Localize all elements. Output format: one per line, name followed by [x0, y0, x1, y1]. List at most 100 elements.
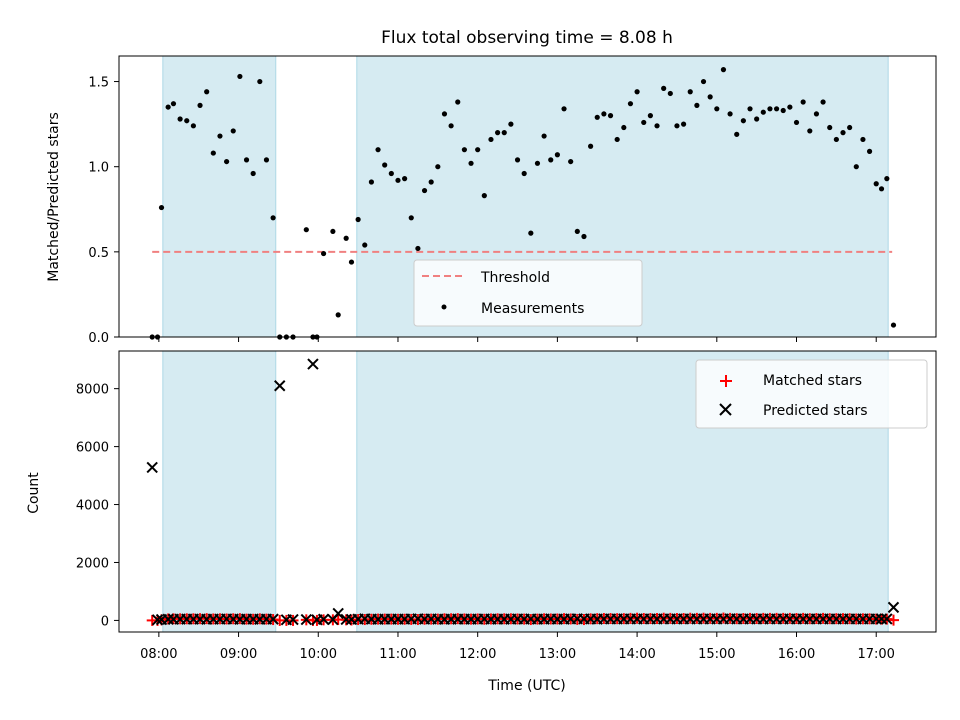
- measurement-point: [320, 250, 327, 257]
- x-tick-label: 14:00: [618, 647, 655, 662]
- legend-predicted-label: Predicted stars: [763, 403, 868, 419]
- measurement-point: [561, 106, 567, 112]
- x-tick-label: 10:00: [300, 647, 337, 662]
- measurement-point: [847, 124, 853, 131]
- measurement-points: [149, 67, 897, 340]
- measurement-point: [224, 158, 230, 165]
- measurement-point: [382, 162, 388, 168]
- measurement-point: [780, 107, 786, 114]
- chart-title: Flux total observing time = 8.08 h: [381, 28, 673, 48]
- predicted-star-point: [317, 613, 330, 625]
- measurement-point: [574, 228, 580, 235]
- predicted-star-point: [332, 607, 344, 620]
- legend-predicted-swatch: [719, 403, 732, 416]
- measurement-point: [421, 187, 428, 194]
- measurement-point: [727, 111, 733, 117]
- shaded-period-0: [162, 350, 277, 633]
- bottom-x-ticks: 08:00 09:00 10:00 11:00 12:00 13:00 14:00 15:00…: [140, 632, 895, 662]
- measurement-point: [890, 322, 897, 328]
- measurement-point: [800, 99, 806, 105]
- measurement-point: [747, 106, 753, 112]
- y-tick-label: 0.5: [88, 246, 109, 261]
- x-tick-label: 09:00: [220, 647, 257, 662]
- measurement-point: [415, 245, 421, 252]
- top-axes-frame: [118, 55, 937, 338]
- measurement-point: [813, 111, 820, 117]
- measurement-point: [330, 228, 336, 235]
- measurement-point: [548, 157, 554, 163]
- top-y-ticks: 0.0 0.5 1.0 1.5: [88, 76, 119, 346]
- measurement-point: [210, 150, 216, 156]
- measurement-point: [581, 233, 587, 240]
- measurement-point: [355, 216, 361, 223]
- measurement-point: [820, 99, 826, 105]
- measurement-point: [554, 152, 560, 158]
- measurement-point: [435, 164, 441, 170]
- predicted-star-point: [267, 613, 279, 625]
- measurement-point: [468, 160, 474, 166]
- measurement-point: [720, 67, 727, 73]
- measurement-point: [884, 176, 890, 182]
- measurement-point: [873, 181, 879, 187]
- measurement-point: [754, 116, 760, 122]
- measurement-point: [204, 89, 210, 95]
- legend-matched-label: Matched stars: [763, 373, 862, 389]
- measurement-point: [455, 99, 461, 105]
- measurement-point: [793, 119, 800, 126]
- x-tick-label: 13:00: [539, 647, 576, 662]
- y-tick-label: 0.0: [88, 331, 109, 346]
- measurement-point: [734, 131, 740, 137]
- measurement-point: [866, 148, 873, 154]
- measurement-point: [408, 215, 414, 221]
- bottom-panel: 0 2000 4000 6000 8000 08:00 09:00 10:00 11:00 12…: [26, 350, 937, 694]
- predicted-star-point: [887, 601, 900, 614]
- predicted-star-point: [146, 461, 158, 474]
- x-tick-label: 15:00: [698, 647, 735, 662]
- measurement-point: [594, 114, 600, 120]
- measurement-point: [840, 130, 846, 136]
- measurement-point: [674, 123, 680, 129]
- measurement-point: [654, 123, 660, 129]
- measurement-point: [680, 121, 687, 127]
- x-tick-label: 08:00: [140, 647, 177, 662]
- legend-measurements-swatch: [441, 304, 447, 310]
- measurement-point: [368, 179, 375, 185]
- top-legend-box: [413, 259, 643, 327]
- measurement-point: [521, 170, 527, 177]
- measurement-point: [488, 136, 494, 143]
- x-tick-label: 17:00: [857, 647, 894, 662]
- measurement-point: [827, 124, 833, 131]
- top-panel: 0.0 0.5 1.0 1.5 Matched/Predicted stars Thr…: [46, 55, 937, 346]
- measurement-point: [428, 179, 434, 185]
- measurement-point: [601, 111, 607, 117]
- measurement-point: [388, 170, 394, 177]
- x-tick-label: 12:00: [459, 647, 496, 662]
- x-tick-label: 11:00: [379, 647, 416, 662]
- measurement-point: [853, 164, 859, 170]
- x-tick-label: 16:00: [778, 647, 815, 662]
- measurement-point: [807, 128, 813, 134]
- measurement-point: [508, 121, 514, 127]
- measurement-point: [541, 133, 547, 139]
- shaded-period-0: [162, 55, 277, 338]
- bottom-legend: Matched stars Predicted stars: [695, 359, 928, 429]
- measurement-point: [621, 124, 627, 131]
- measurement-point: [700, 78, 707, 85]
- measurement-point: [190, 123, 196, 129]
- measurement-point: [197, 102, 203, 108]
- measurement-point: [158, 204, 165, 211]
- measurement-point: [481, 193, 487, 199]
- measurement-point: [217, 133, 223, 139]
- predicted-star-point: [274, 380, 286, 392]
- measurement-point: [714, 106, 720, 112]
- measurement-point: [343, 235, 349, 241]
- matched-star-point: [887, 614, 899, 626]
- measurement-point: [607, 113, 614, 119]
- y-tick-label: 2000: [76, 556, 109, 571]
- measurement-point: [177, 116, 183, 122]
- measurement-point: [767, 106, 773, 112]
- measurement-point: [184, 118, 190, 124]
- bottom-y-ticks: 0 2000 4000 6000 8000: [76, 383, 119, 629]
- measurement-point: [878, 186, 885, 192]
